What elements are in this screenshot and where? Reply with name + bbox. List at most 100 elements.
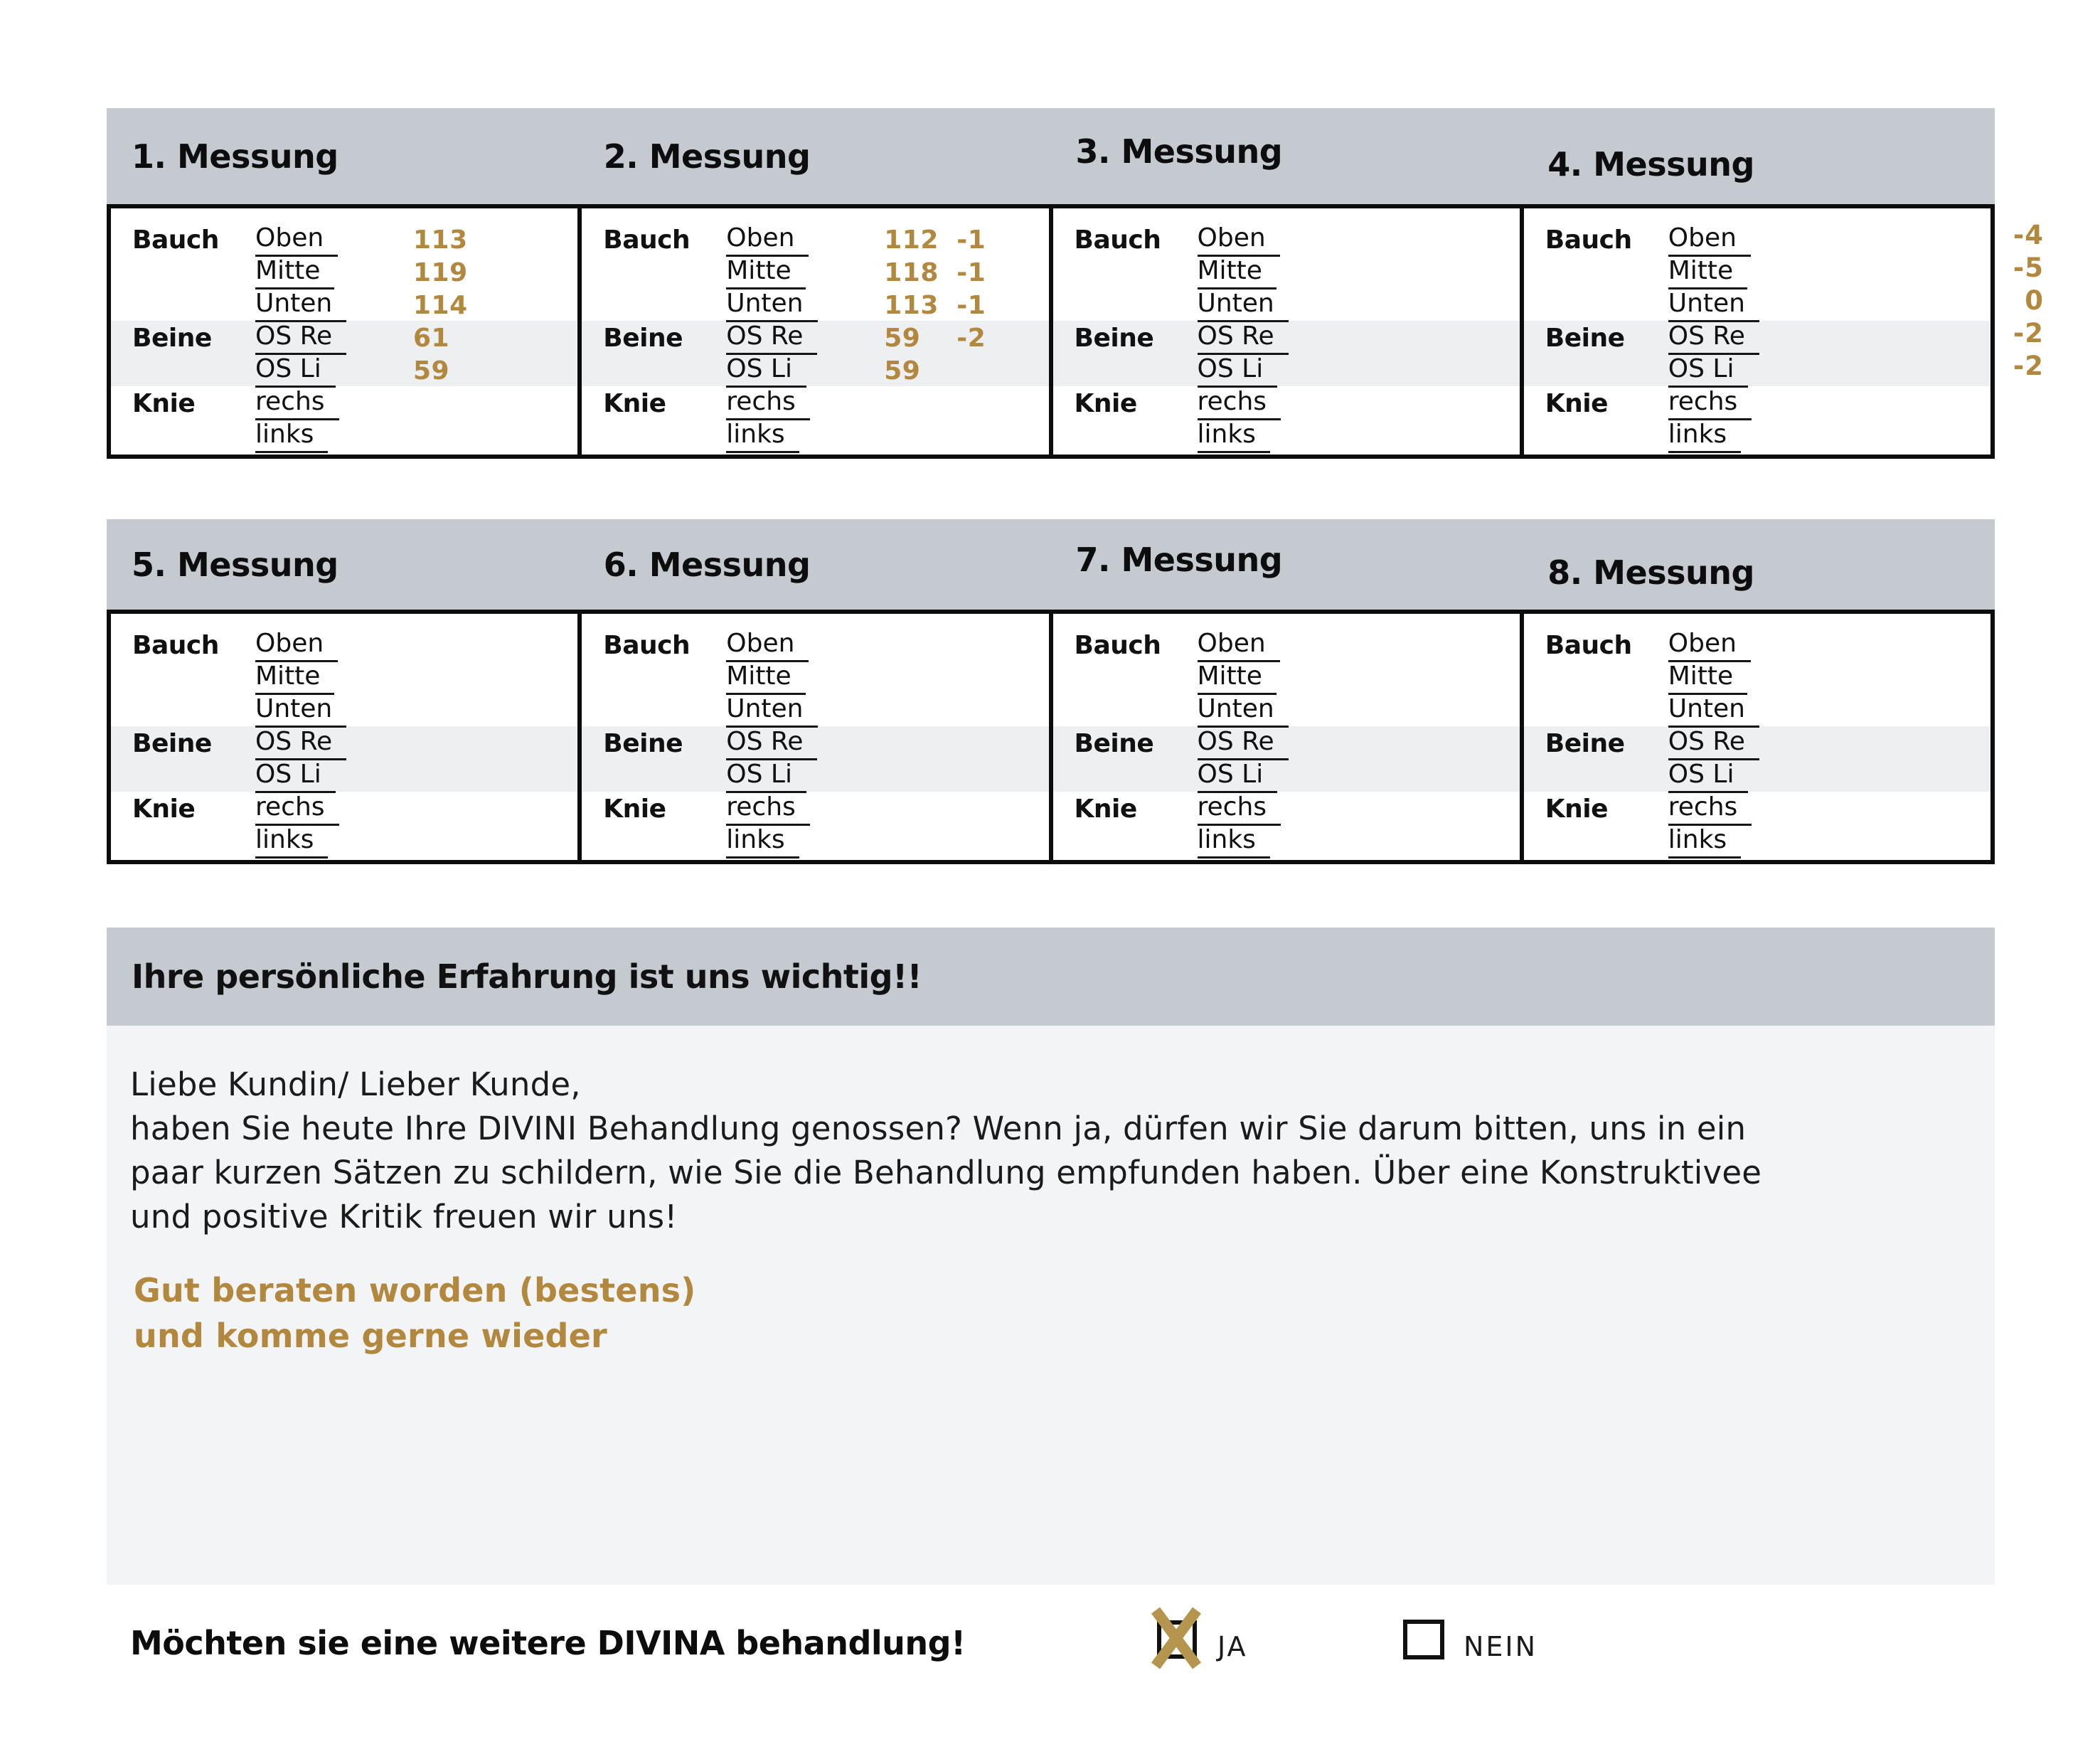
measurement-row: Unten — [1053, 694, 1520, 728]
measurement-row: Mitte — [1524, 256, 1990, 289]
measurement-row: Beine OS Re 59 -2 — [582, 322, 1048, 355]
measure-label: OS Re — [255, 322, 347, 355]
measure-label-wrap: rechs — [1197, 387, 1355, 420]
measure-label: Unten — [1668, 289, 1759, 322]
measure-label: Oben — [1197, 629, 1280, 662]
measurement-row: OS Li — [1053, 354, 1520, 388]
measure-label: Unten — [726, 694, 818, 728]
messung-section: Bauch Oben 113 Mitte 119 Unten 114 Beine… — [111, 208, 577, 455]
measure-label-wrap: links — [726, 420, 884, 453]
feedback-body-line: paar kurzen Sätzen zu schildern, wie Sie… — [130, 1154, 1762, 1191]
measure-label: Mitte — [255, 256, 335, 289]
measure-label: Oben — [1668, 629, 1751, 662]
measure-label-wrap: OS Re — [1197, 322, 1355, 355]
gold-x-check-icon — [1151, 1607, 1202, 1669]
measurement-row: links — [1053, 825, 1520, 859]
messung-title: 1. Messung — [132, 137, 339, 176]
measure-value: 59 — [413, 356, 450, 386]
measurement-row: Bauch Oben 112 -1 — [582, 223, 1048, 257]
messung-title: 4. Messung — [1547, 144, 1754, 184]
measure-label: rechs — [726, 792, 810, 826]
category-label: Knie — [1545, 795, 1609, 824]
measure-value: 59 — [884, 356, 921, 386]
measurement-row: links — [1053, 420, 1520, 453]
measurement-row: Knie rechs — [582, 792, 1048, 826]
messung-table-row-2: Bauch Oben Mitte Unten Beine OS Re OS Li… — [107, 610, 1995, 864]
measurement-row: Beine OS Re — [1053, 727, 1520, 760]
measure-label-wrap: OS Re — [726, 322, 884, 355]
category-label: Knie — [603, 795, 666, 824]
measure-label: Mitte — [255, 662, 335, 695]
measurement-row: Unten — [1524, 289, 1990, 322]
measure-label: Unten — [1197, 289, 1289, 322]
measurement-row: Bauch Oben — [1524, 629, 1990, 662]
category-label: Bauch — [603, 631, 691, 660]
measure-value: 112 — [884, 225, 939, 255]
measure-label-wrap: Mitte — [1197, 256, 1355, 289]
messung-section: Bauch Oben Mitte Unten Beine OS Re OS Li… — [111, 614, 577, 860]
category-label: Bauch — [1545, 631, 1632, 660]
measure-value: 119 — [413, 258, 468, 287]
measure-label-wrap: links — [1668, 420, 1826, 453]
messung-header-band-1: 1. Messung 2. Messung 3. Messung 4. Messung — [107, 108, 1995, 204]
ja-label: JA — [1217, 1631, 1248, 1662]
category-label: Bauch — [132, 225, 219, 255]
measurement-row: links — [111, 420, 577, 453]
measure-label: OS Re — [1197, 322, 1289, 355]
measurement-row: Knie rechs — [1053, 387, 1520, 420]
measure-label: Unten — [255, 694, 347, 728]
measure-label: OS Re — [726, 322, 818, 355]
measure-label: Oben — [1668, 223, 1751, 257]
measure-label: OS Li — [1668, 354, 1749, 388]
measure-label: OS Re — [255, 727, 347, 760]
measure-label-wrap: OS Re — [255, 322, 413, 355]
messung-title: 6. Messung — [603, 545, 811, 584]
measure-label: rechs — [255, 792, 339, 826]
measure-label: rechs — [255, 387, 339, 420]
measurement-row: Unten 114 — [111, 289, 577, 322]
measurement-row: links — [582, 420, 1048, 453]
measure-label: rechs — [1197, 387, 1281, 420]
measure-label-wrap: links — [255, 825, 413, 859]
measurement-row: OS Li — [582, 760, 1048, 793]
feedback-header: Ihre persönliche Erfahrung ist uns wicht… — [132, 957, 922, 996]
measurement-row: Mitte — [111, 662, 577, 695]
ja-checkbox[interactable] — [1157, 1620, 1197, 1659]
measurement-row: links — [111, 825, 577, 859]
measure-label-wrap: OS Li — [255, 354, 413, 388]
measure-label: OS Li — [1668, 760, 1749, 793]
measure-label: Mitte — [1668, 256, 1748, 289]
measure-label-wrap: Oben — [726, 629, 884, 662]
measure-label: Unten — [1197, 694, 1289, 728]
measure-label: rechs — [726, 387, 810, 420]
feedback-header-band: Ihre persönliche Erfahrung ist uns wicht… — [107, 928, 1995, 1026]
measure-label-wrap: OS Li — [1668, 760, 1826, 793]
measure-label: Mitte — [1668, 662, 1748, 695]
measure-label: OS Re — [1668, 727, 1759, 760]
measure-label: OS Li — [1197, 760, 1278, 793]
measure-label-wrap: OS Re — [1668, 727, 1826, 760]
measure-label-wrap: Mitte — [1668, 256, 1826, 289]
measure-label: Oben — [726, 223, 809, 257]
nein-label: NEIN — [1464, 1631, 1538, 1662]
measurement-row: Bauch Oben — [582, 629, 1048, 662]
measurement-row: Knie rechs — [1524, 387, 1990, 420]
measure-label: OS Re — [1197, 727, 1289, 760]
measure-label-wrap: Unten — [1668, 289, 1826, 322]
measurement-row: OS Li — [111, 760, 577, 793]
measure-label: links — [255, 420, 329, 453]
summary-delta-column: -4 -5 0 -2 -2 — [1997, 219, 2044, 383]
measure-label-wrap: rechs — [255, 792, 413, 826]
messung-title: 7. Messung — [1075, 540, 1283, 579]
nein-checkbox[interactable] — [1403, 1620, 1444, 1659]
summary-delta-value: -5 — [2013, 253, 2044, 283]
measure-label-wrap: Oben — [1668, 629, 1826, 662]
measure-label: OS Re — [1668, 322, 1759, 355]
measure-label-wrap: OS Li — [1197, 354, 1355, 388]
measure-label-wrap: Oben — [1197, 223, 1355, 257]
measure-label-wrap: OS Li — [1197, 760, 1355, 793]
messung-header-band-2: 5. Messung 6. Messung 7. Messung 8. Messung — [107, 519, 1995, 610]
measurement-row: Bauch Oben — [1053, 629, 1520, 662]
measure-value: 113 — [884, 291, 939, 320]
summary-delta-value: -2 — [2013, 351, 2044, 381]
